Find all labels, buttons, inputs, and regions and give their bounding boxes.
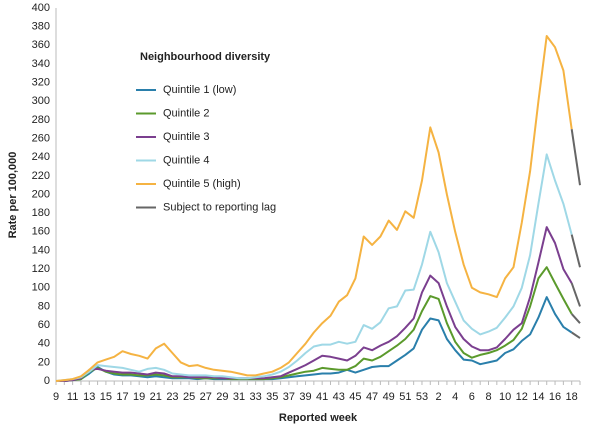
legend-label: Quintile 2 — [163, 107, 209, 119]
series-line — [55, 35, 573, 382]
y-tick-label: 180 — [32, 207, 50, 219]
x-tick-label: 6 — [469, 391, 475, 403]
y-tick-label: 240 — [32, 151, 50, 163]
y-tick-label: 380 — [32, 21, 50, 33]
y-tick-label: 60 — [38, 319, 50, 331]
x-tick-label: 31 — [233, 391, 245, 403]
x-tick-label: 21 — [150, 391, 162, 403]
x-tick-label: 16 — [549, 391, 561, 403]
x-tick-label: 11 — [67, 391, 78, 403]
series-line — [56, 226, 573, 382]
y-tick-label: 160 — [32, 226, 50, 238]
x-tick-label: 29 — [216, 391, 228, 403]
x-tick-label: 33 — [249, 391, 261, 403]
lag-line — [570, 129, 581, 186]
series-line — [55, 153, 573, 382]
x-tick-label: 35 — [266, 391, 278, 403]
y-tick-label: 40 — [38, 338, 50, 350]
series-line — [56, 296, 573, 382]
x-tick-label: 8 — [485, 391, 491, 403]
x-tick-label: 49 — [383, 391, 395, 403]
x-tick-label: 25 — [183, 391, 195, 403]
y-tick-label: 100 — [32, 282, 50, 294]
series-line — [56, 266, 573, 382]
y-tick-label: 220 — [32, 170, 50, 182]
lag-line — [571, 331, 581, 339]
y-axis-title: Rate per 100,000 — [7, 152, 19, 239]
legend-label: Quintile 5 (high) — [163, 178, 241, 190]
y-tick-label: 300 — [32, 95, 50, 107]
y-tick-label: 260 — [32, 132, 50, 144]
y-tick-label: 400 — [32, 2, 50, 14]
x-tick-label: 37 — [283, 391, 295, 403]
x-tick-label: 47 — [366, 391, 378, 403]
legend-title: Neighbourhood diversity — [140, 51, 271, 63]
lag-line — [570, 313, 581, 324]
x-tick-label: 10 — [499, 391, 511, 403]
x-tick-label: 43 — [333, 391, 345, 403]
x-axis-title: Reported week — [279, 412, 358, 424]
x-tick-label: 39 — [299, 391, 311, 403]
lag-line — [570, 282, 581, 307]
y-tick-label: 360 — [32, 39, 50, 51]
x-tick-label: 12 — [516, 391, 528, 403]
y-tick-label: 340 — [32, 58, 50, 70]
legend-label: Subject to reporting lag — [163, 201, 276, 213]
legend-label: Quintile 4 — [163, 154, 209, 166]
y-tick-label: 140 — [32, 244, 50, 256]
x-tick-label: 9 — [53, 391, 59, 403]
x-tick-label: 53 — [416, 391, 428, 403]
x-tick-label: 15 — [100, 391, 112, 403]
legend-label: Quintile 1 (low) — [163, 84, 236, 96]
y-tick-label: 120 — [32, 263, 50, 275]
y-tick-label: 20 — [38, 356, 50, 368]
legend-label: Quintile 3 — [163, 131, 209, 143]
y-tick-label: 320 — [32, 77, 50, 89]
x-tick-label: 17 — [116, 391, 128, 403]
y-tick-label: 0 — [44, 375, 50, 387]
y-tick-label: 280 — [32, 114, 50, 126]
x-tick-label: 51 — [399, 391, 411, 403]
lag-line — [570, 234, 581, 268]
x-tick-label: 27 — [200, 391, 212, 403]
x-tick-label: 41 — [316, 391, 328, 403]
y-tick-label: 200 — [32, 188, 50, 200]
y-tick-label: 80 — [38, 300, 50, 312]
x-tick-label: 45 — [349, 391, 361, 403]
x-tick-label: 23 — [166, 391, 178, 403]
x-tick-label: 2 — [436, 391, 442, 403]
x-tick-label: 18 — [566, 391, 578, 403]
x-tick-label: 19 — [133, 391, 145, 403]
x-tick-label: 4 — [452, 391, 458, 403]
x-tick-label: 13 — [83, 391, 95, 403]
x-tick-label: 14 — [532, 391, 544, 403]
